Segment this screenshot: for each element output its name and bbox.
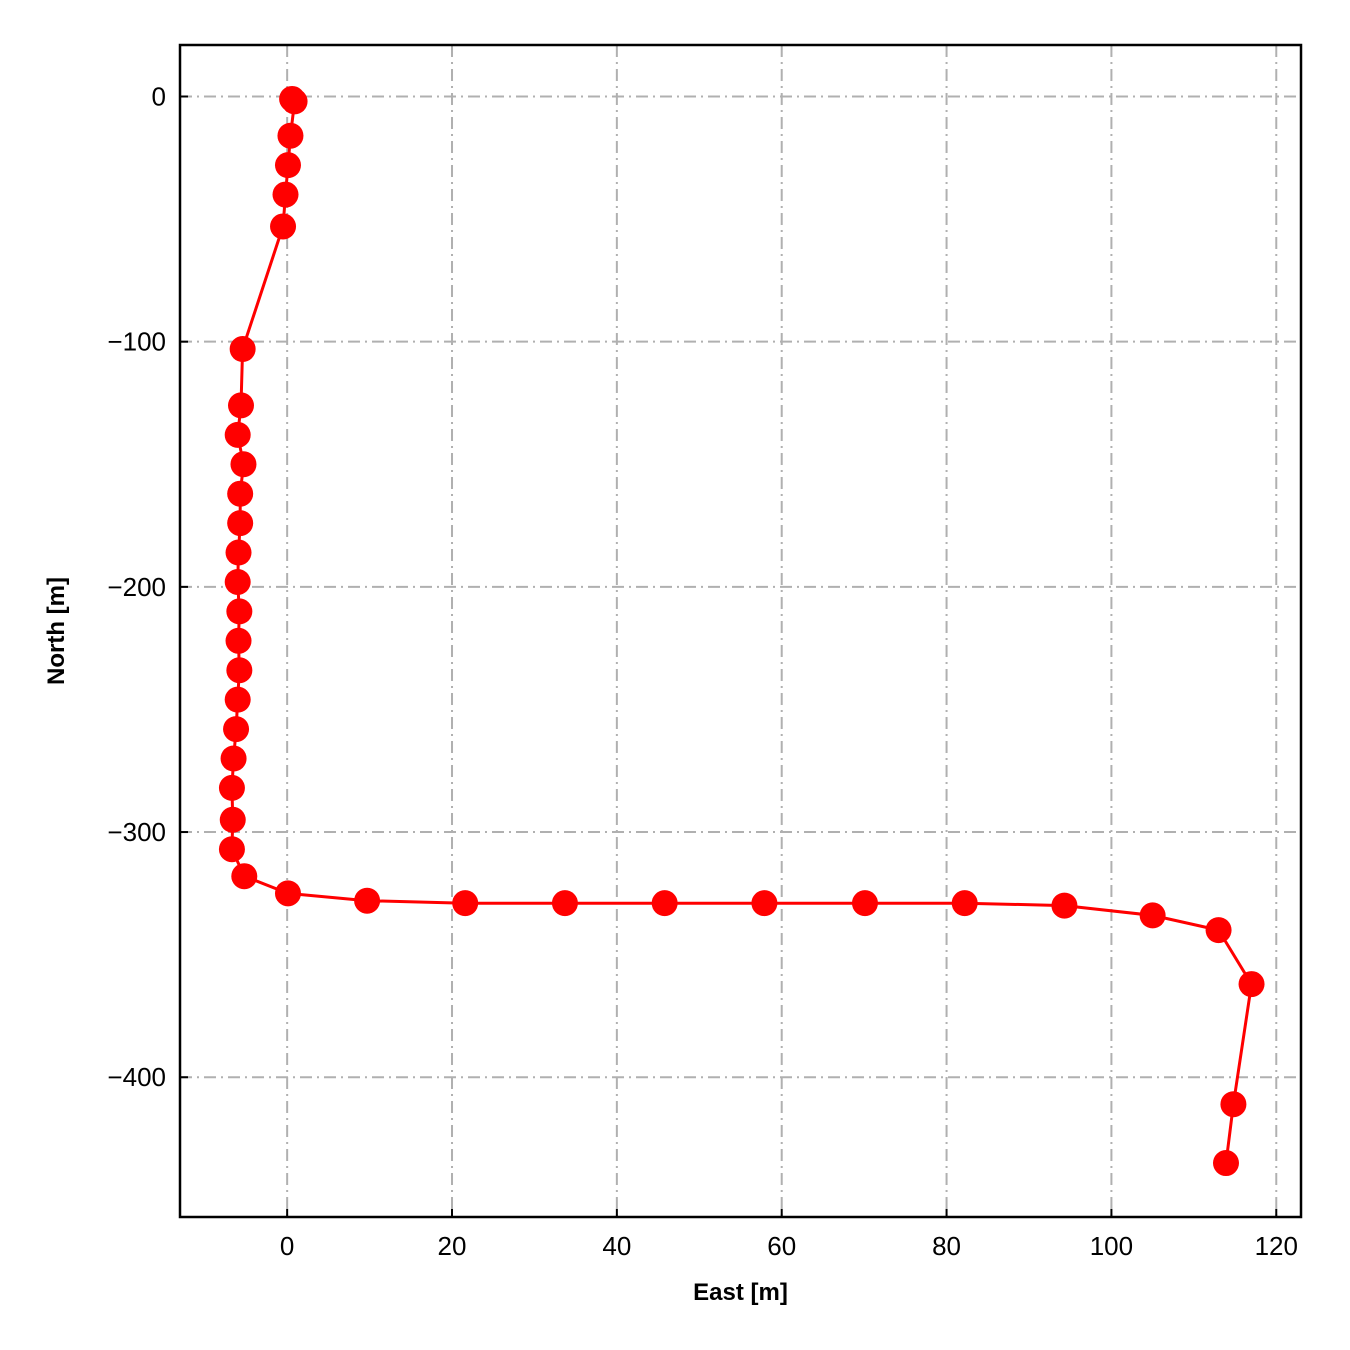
y-tick-label: 0 <box>152 81 166 111</box>
trajectory-point <box>851 890 878 917</box>
trajectory-point <box>1205 917 1232 944</box>
y-axis-label: North [m] <box>43 577 70 685</box>
trajectory-point <box>229 336 256 363</box>
x-tick-label: 0 <box>280 1231 294 1261</box>
y-tick-label: −100 <box>107 327 166 357</box>
x-tick-label: 60 <box>767 1231 796 1261</box>
trajectory-point <box>224 686 251 713</box>
x-tick-label: 20 <box>438 1231 467 1261</box>
trajectory-point <box>1220 1091 1247 1118</box>
trajectory-point <box>227 510 254 537</box>
trajectory-point <box>274 880 301 907</box>
trajectory-point <box>277 122 304 149</box>
trajectory-point <box>452 890 479 917</box>
trajectory-point <box>274 152 301 179</box>
trajectory-point <box>1051 892 1078 919</box>
trajectory-point <box>1212 1150 1239 1177</box>
trajectory-point <box>218 774 245 801</box>
trajectory-point <box>227 480 254 507</box>
trajectory-point <box>224 421 251 448</box>
plot-area-frame <box>178 43 1303 1219</box>
x-axis-label: East [m] <box>693 1279 788 1306</box>
trajectory-point <box>951 890 978 917</box>
trajectory-point <box>230 451 257 478</box>
y-tick-label: −300 <box>107 817 166 847</box>
x-tick-label: 120 <box>1255 1231 1298 1261</box>
grid <box>180 45 1301 1217</box>
y-tick-label: −200 <box>107 572 166 602</box>
trajectory-point <box>551 890 578 917</box>
trajectory-point <box>227 392 254 419</box>
trajectory-point <box>224 568 251 595</box>
trajectory-point <box>651 890 678 917</box>
trajectory-point <box>281 88 308 115</box>
trajectory-point <box>226 598 253 625</box>
trajectory-point <box>225 539 252 566</box>
trajectory-point <box>272 181 299 208</box>
y-tick-label: −400 <box>107 1062 166 1092</box>
x-tick-label: 100 <box>1090 1231 1133 1261</box>
trajectory-point <box>218 836 245 863</box>
axis-ticks: 0 20 40 60 80 100 120 0 −100 −200 −300 −400 <box>107 81 1298 1261</box>
trajectory-series <box>218 85 1265 1177</box>
trajectory-point <box>223 716 250 743</box>
trajectory-point <box>1139 902 1166 929</box>
trajectory-point <box>354 887 381 914</box>
trajectory-point <box>226 657 253 684</box>
trajectory-point <box>1238 971 1265 998</box>
trajectory-point <box>751 890 778 917</box>
trajectory-point <box>231 863 258 890</box>
trajectory-point <box>270 213 297 240</box>
trajectory-point <box>219 806 246 833</box>
x-tick-label: 40 <box>602 1231 631 1261</box>
trajectory-point <box>220 745 247 772</box>
x-tick-label: 80 <box>932 1231 961 1261</box>
trajectory-line <box>230 97 1253 1164</box>
trajectory-point <box>225 627 252 654</box>
